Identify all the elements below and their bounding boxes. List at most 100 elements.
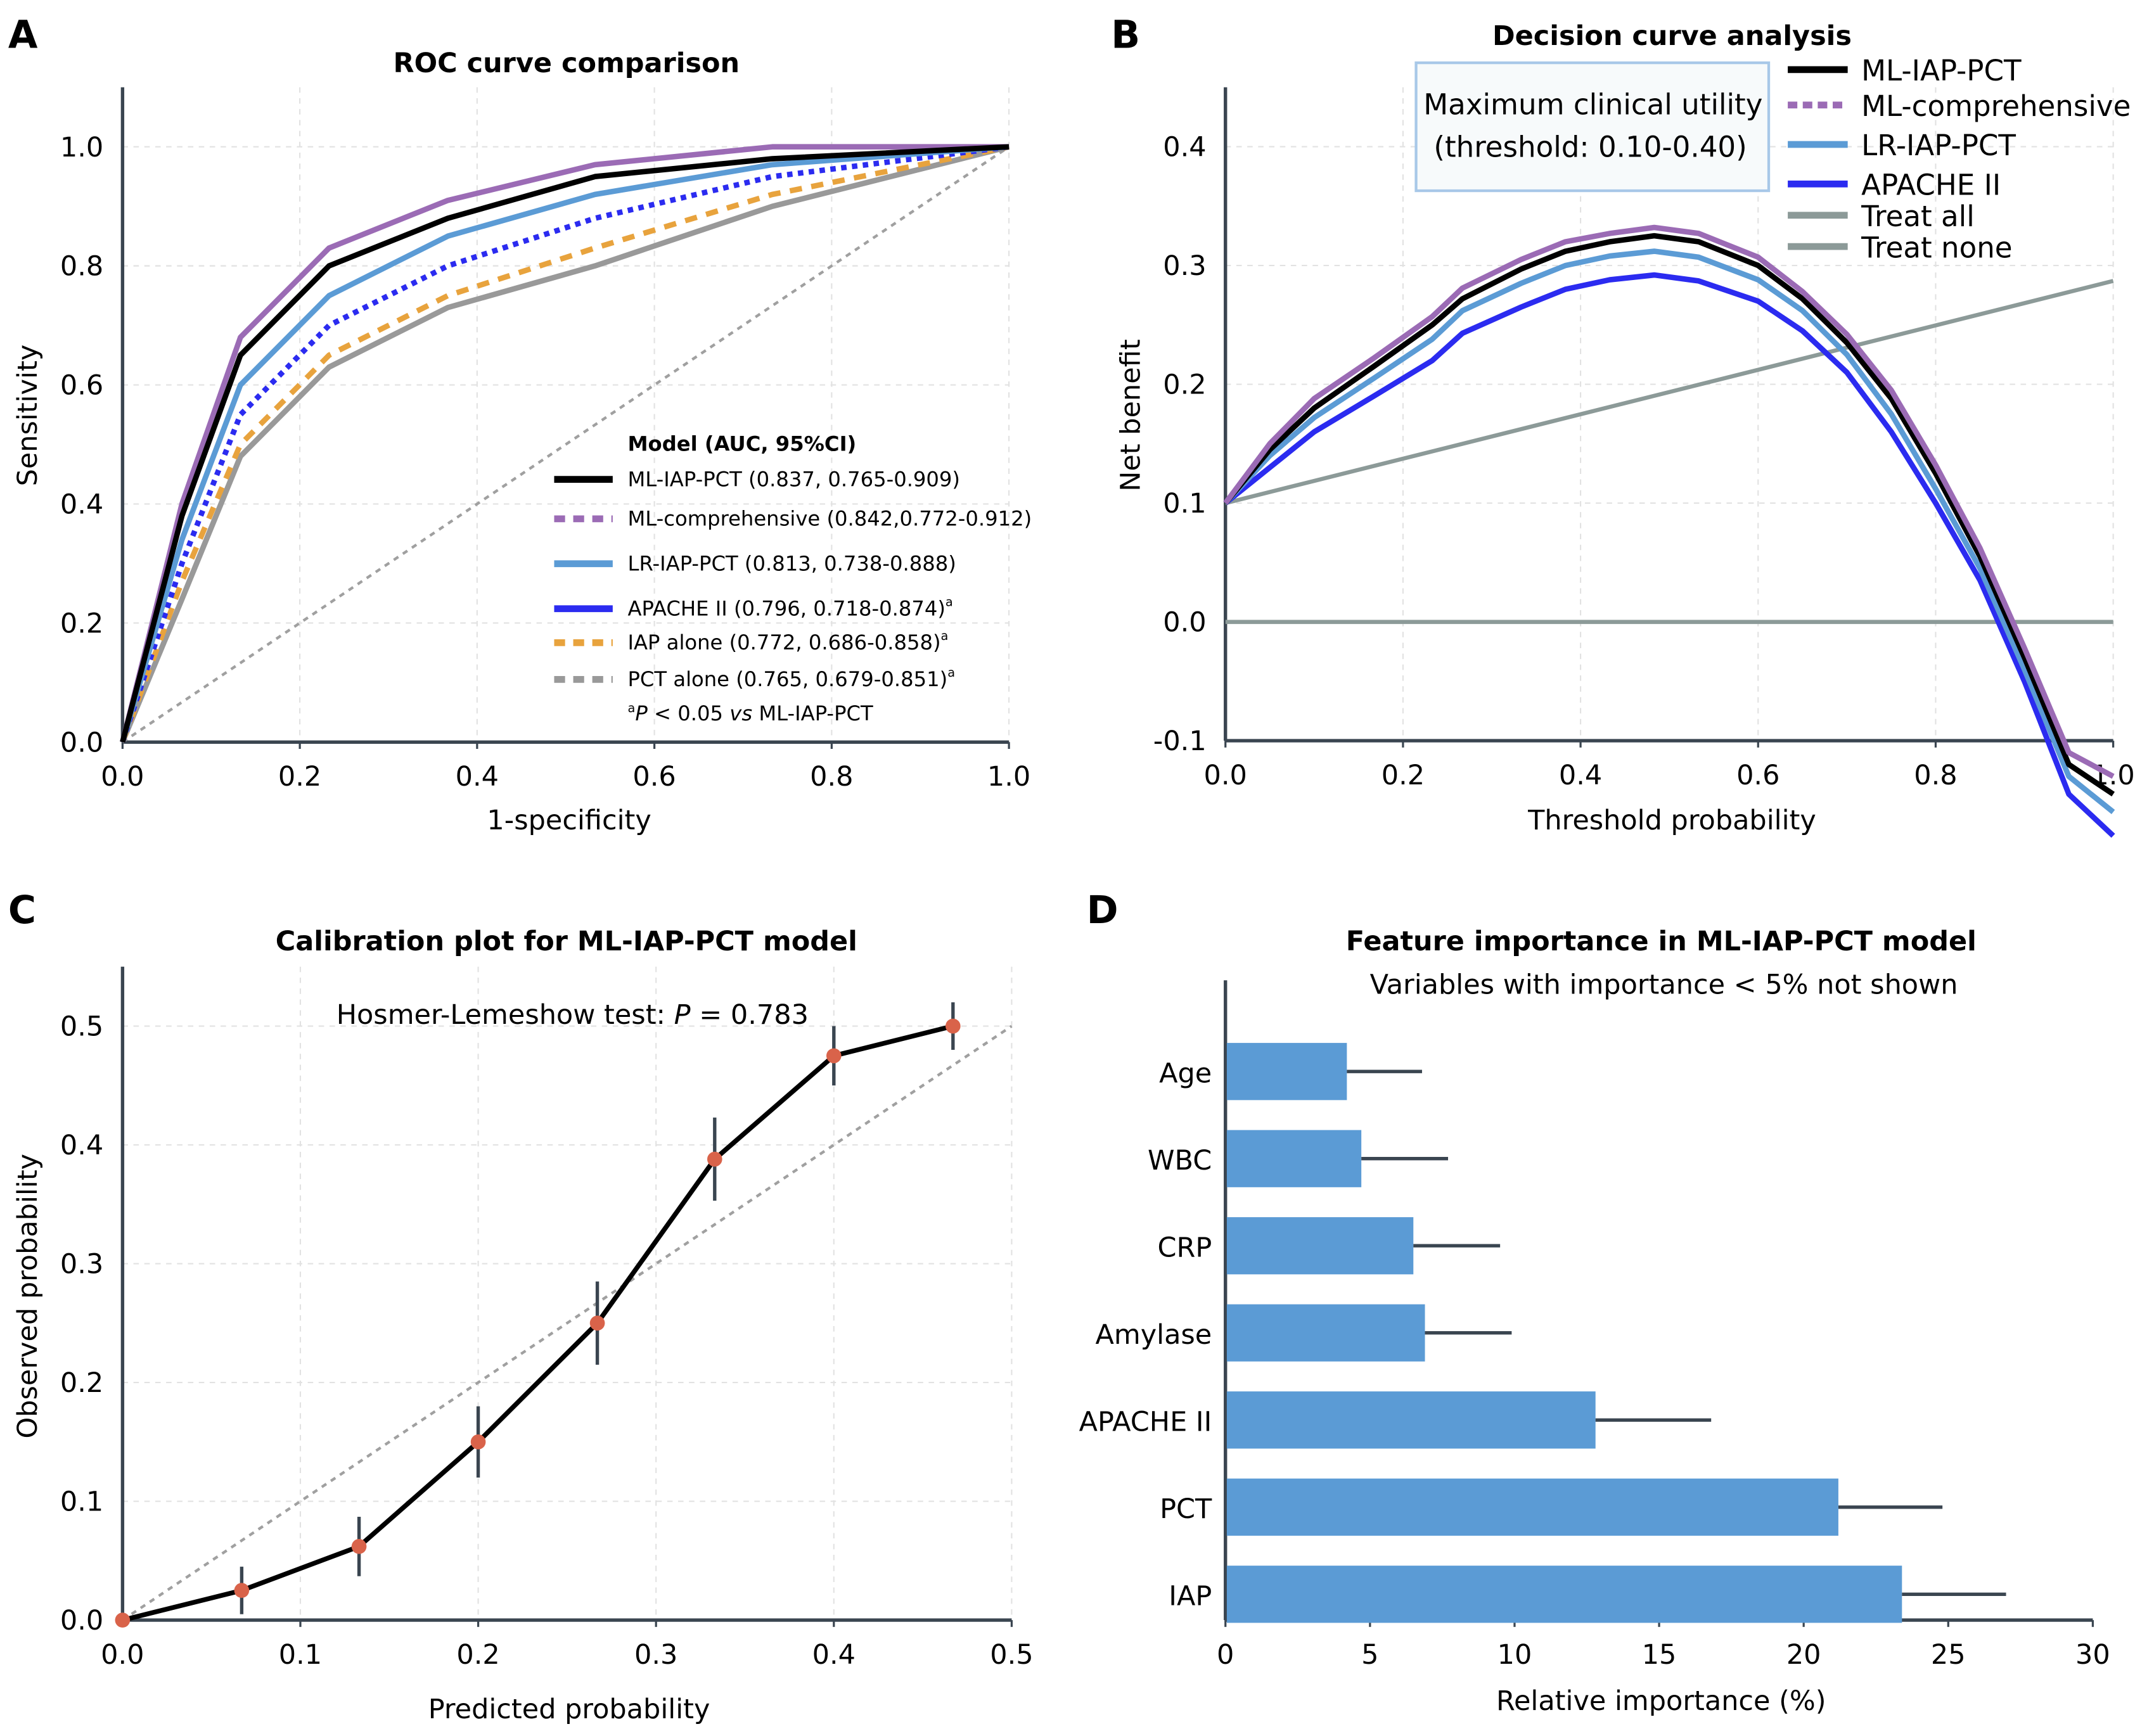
chart-d-x-tick-label: 30 bbox=[2075, 1639, 2110, 1671]
chart-b-plot: 0.0 0.2 0.4 0.6 0.8 1.0-0.10.00.10.20.30.4 bbox=[1153, 87, 2135, 838]
chart-d-x-tick-label: 10 bbox=[1497, 1639, 1532, 1671]
legend-entry: ML-comprehensive (0.842,0.772-0.912) bbox=[628, 507, 1032, 531]
calibration-point bbox=[234, 1583, 250, 1599]
chart-a-y-tick-label: 0.4 bbox=[60, 488, 103, 520]
bar-amylase bbox=[1226, 1304, 1425, 1362]
legend-entry: ML-IAP-PCT (0.837, 0.765-0.909) bbox=[628, 467, 960, 491]
roc-curve-ml-iap-pct bbox=[120, 144, 1010, 743]
roc-curve-iap bbox=[120, 144, 1010, 743]
category-label: CRP bbox=[1157, 1232, 1212, 1263]
chart-d-xlabel: Relative importance (%) bbox=[1496, 1685, 1826, 1717]
chart-a-x-tick-label: 0.0 bbox=[101, 761, 144, 793]
legend-entry: ML-IAP-PCT bbox=[1861, 54, 2022, 87]
chart-b-y-tick-label: 0.2 bbox=[1163, 369, 1206, 401]
chart-b-y-tick-label: 0.1 bbox=[1163, 488, 1206, 520]
legend-entry: LR-IAP-PCT bbox=[1861, 129, 2016, 162]
chart-c-annotation: Hosmer-Lemeshow test: P = 0.783 bbox=[337, 999, 809, 1031]
chart-c-y-tick-label: 0.2 bbox=[60, 1367, 103, 1399]
annotation-line-1: Maximum clinical utility bbox=[1423, 88, 1762, 122]
chart-b-ylabel: Net benefit bbox=[1115, 339, 1146, 491]
chart-b-y-tick-label: 0.0 bbox=[1163, 607, 1206, 639]
dca-curve-lr-iap-pct bbox=[1223, 248, 2115, 814]
legend-footnote: aP < 0.05 vs ML-IAP-PCT bbox=[628, 701, 873, 725]
calibration-point bbox=[470, 1434, 486, 1450]
chart-a-y-tick-label: 0.0 bbox=[60, 727, 103, 758]
chart-a-y-tick-label: 0.8 bbox=[60, 251, 103, 283]
legend-entry: ML-comprehensive bbox=[1861, 89, 2131, 123]
chart-d-x-tick-label: 20 bbox=[1786, 1639, 1821, 1671]
chart-c-y-tick-label: 0.5 bbox=[60, 1011, 103, 1043]
chart-b-y-tick-label: 0.4 bbox=[1163, 132, 1206, 163]
category-label: WBC bbox=[1148, 1145, 1212, 1177]
dca-curve-apache-ii bbox=[1224, 272, 2115, 838]
chart-d-x-tick-label: 15 bbox=[1642, 1639, 1677, 1671]
chart-b-y-tick-label: -0.1 bbox=[1153, 725, 1207, 757]
chart-b-x-tick-label: 0.6 bbox=[1736, 760, 1779, 791]
chart-a-x-tick-label: 0.6 bbox=[632, 761, 676, 793]
chart-a-x-tick-label: 1.0 bbox=[987, 761, 1030, 793]
category-label: Age bbox=[1159, 1057, 1212, 1089]
chart-a-y-tick-label: 1.0 bbox=[60, 132, 103, 163]
calibration-point bbox=[115, 1612, 131, 1628]
calibration-point bbox=[826, 1048, 842, 1064]
chart-d-x-tick-label: 0 bbox=[1217, 1639, 1234, 1671]
roc-curve-pct bbox=[120, 144, 1010, 743]
chart-c-x-tick-label: 0.5 bbox=[990, 1639, 1033, 1671]
bar-iap bbox=[1226, 1566, 1902, 1623]
chart-b-title: Decision curve analysis bbox=[1492, 20, 1852, 52]
bar-pct bbox=[1226, 1478, 1838, 1536]
chart-a-ylabel: Sensitivity bbox=[12, 345, 44, 487]
legend-entry: LR-IAP-PCT (0.813, 0.738-0.888) bbox=[628, 552, 956, 576]
legend-superscript: a bbox=[946, 594, 953, 609]
chart-b-annotation: Maximum clinical utility (threshold: 0.1… bbox=[1414, 61, 1771, 193]
roc-curve-lr-iap-pct bbox=[120, 144, 1010, 743]
calibration-curve bbox=[122, 1023, 954, 1623]
chart-d-x-tick-label: 25 bbox=[1931, 1639, 1966, 1671]
chart-a-legend: Model (AUC, 95%CI) ML-IAP-PCT (0.837, 0.… bbox=[554, 431, 1032, 725]
calibration-point bbox=[945, 1018, 961, 1034]
chart-a-y-tick-label: 0.2 bbox=[60, 608, 103, 639]
dca-curve-treat-all bbox=[1224, 279, 2114, 506]
chart-d-subtitle: Variables with importance < 5% not shown bbox=[1370, 969, 1958, 1001]
chart-c-title: Calibration plot for ML-IAP-PCT model bbox=[276, 926, 857, 957]
chart-a-y-tick-label: 0.6 bbox=[60, 370, 103, 402]
legend-entry: IAP alone (0.772, 0.686-0.858)a bbox=[628, 629, 949, 654]
chart-c-x-tick-label: 0.1 bbox=[279, 1639, 322, 1671]
dca-curve-ml-iap-pct bbox=[1223, 233, 2115, 797]
panel-label-d: D bbox=[1087, 888, 1119, 933]
chart-a-x-tick-label: 0.2 bbox=[278, 761, 321, 793]
chart-c-xlabel: Predicted probability bbox=[428, 1694, 710, 1725]
chart-c-y-tick-label: 0.3 bbox=[60, 1249, 103, 1280]
chart-c-x-tick-label: 0.4 bbox=[812, 1639, 856, 1671]
category-label: PCT bbox=[1160, 1493, 1212, 1525]
chart-c-y-tick-label: 0.1 bbox=[60, 1486, 103, 1518]
chart-b-x-tick-label: 0.8 bbox=[1914, 760, 1957, 791]
reference-diagonal bbox=[122, 145, 1010, 744]
calibration-point bbox=[351, 1539, 367, 1554]
calibration-point bbox=[589, 1315, 605, 1331]
bar-apache-ii bbox=[1226, 1391, 1596, 1449]
category-label: IAP bbox=[1169, 1580, 1212, 1612]
category-label: Amylase bbox=[1095, 1319, 1212, 1351]
chart-a-x-tick-label: 0.4 bbox=[456, 761, 499, 793]
legend-superscript: a bbox=[941, 629, 949, 643]
chart-b-x-tick-label: 0.4 bbox=[1559, 760, 1602, 791]
chart-b-x-tick-label: 0.2 bbox=[1382, 760, 1425, 791]
chart-c-y-tick-label: 0.0 bbox=[60, 1605, 103, 1637]
chart-a-title: ROC curve comparison bbox=[394, 48, 740, 79]
legend-entry: APACHE II bbox=[1861, 169, 2001, 202]
calibration-point bbox=[707, 1151, 722, 1167]
category-label: APACHE II bbox=[1079, 1406, 1212, 1438]
annotation-line-2: (threshold: 0.10-0.40) bbox=[1433, 130, 1747, 163]
panel-label-b: B bbox=[1111, 13, 1140, 57]
chart-d-x-tick-label: 5 bbox=[1361, 1639, 1378, 1671]
legend-entry: PCT alone (0.765, 0.679-0.851)a bbox=[628, 665, 956, 691]
legend-entry: Treat all bbox=[1861, 200, 1975, 233]
chart-b-x-tick-label: 0.0 bbox=[1204, 760, 1247, 791]
panel-label-c: C bbox=[8, 888, 36, 933]
chart-c-x-tick-label: 0.2 bbox=[456, 1639, 499, 1671]
bar-wbc bbox=[1226, 1130, 1362, 1187]
chart-c-y-tick-label: 0.4 bbox=[60, 1130, 103, 1161]
panel-label-a: A bbox=[8, 13, 38, 57]
